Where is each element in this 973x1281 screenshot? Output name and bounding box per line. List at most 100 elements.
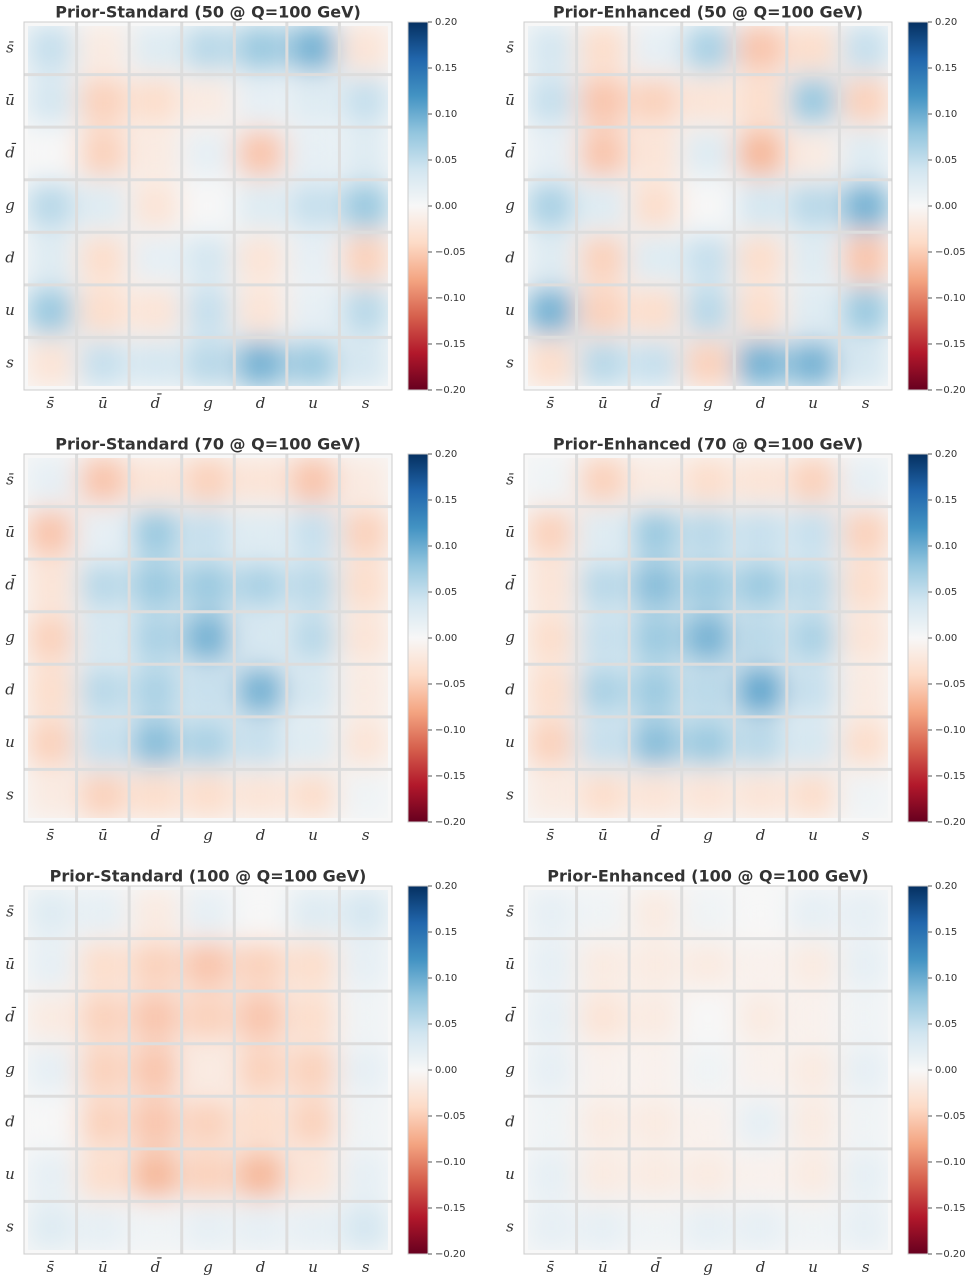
heatmap-cell: [843, 288, 888, 334]
heatmap-cell: [843, 458, 888, 503]
y-tick-label: d̄: [5, 1007, 16, 1025]
x-tick-label: d: [756, 826, 766, 844]
x-tick-label: g: [203, 826, 213, 844]
heatmap-cell: [28, 341, 73, 386]
heatmap-cell: [80, 773, 126, 818]
heatmap-cell: [580, 890, 626, 935]
colorbar-tick-label: −0.10: [935, 725, 966, 736]
heatmap-cell: [28, 131, 73, 176]
heatmap-cell: [290, 78, 336, 124]
y-tick-label: s̄: [506, 902, 514, 920]
heatmap-cell: [80, 1100, 126, 1145]
heatmap-cell: [80, 288, 126, 334]
colorbar-tick-label: 0.15: [435, 63, 457, 74]
colorbar-tick-label: −0.05: [435, 679, 466, 690]
heatmap-cell: [528, 563, 573, 608]
cells: [528, 458, 888, 818]
x-tick-label: s̄: [546, 1258, 554, 1276]
x-tick-label: s̄: [46, 826, 54, 844]
heatmap-cell: [790, 668, 836, 713]
panel: Prior-Enhanced (50 @ Q=100 GeV) s̄ s̄ ū ū d̄ d…: [505, 3, 965, 413]
heatmap-cell: [238, 458, 283, 503]
heatmap-cell: [843, 1047, 888, 1093]
y-tick-label: u: [505, 301, 515, 319]
x-tick-label: g: [203, 1258, 213, 1276]
heatmap-cell: [528, 1047, 573, 1093]
heatmap-cell: [580, 510, 626, 556]
heatmap-cell: [528, 720, 573, 766]
heatmap-cell: [790, 942, 836, 988]
y-tick-label: d̄: [505, 575, 516, 593]
heatmap-cell: [738, 773, 783, 818]
heatmap-cell: [685, 1047, 731, 1093]
x-tick-label: d: [256, 394, 266, 412]
cells: [528, 890, 888, 1250]
y-tick-label: s̄: [506, 38, 514, 56]
colorbar-tick-label: −0.10: [935, 1157, 966, 1168]
colorbar-tick-label: −0.10: [435, 1157, 466, 1168]
heatmap-cell: [133, 615, 178, 661]
heatmap-cell: [290, 890, 336, 935]
heatmap-cell: [343, 341, 388, 386]
heatmap-cell: [343, 1205, 388, 1250]
heatmap-cell: [185, 1152, 231, 1198]
heatmap-cell: [80, 720, 126, 766]
heatmap-cell: [343, 773, 388, 818]
heatmap-cell: [80, 890, 126, 935]
colorbar-tick-label: −0.15: [935, 1203, 966, 1214]
colorbar-tick-label: 0.10: [935, 973, 957, 984]
heatmap-cell: [738, 942, 783, 988]
heatmap-cell: [580, 1152, 626, 1198]
colorbar-tick-label: 0.10: [435, 973, 457, 984]
heatmap-cell: [580, 341, 626, 386]
panel: Prior-Enhanced (100 @ Q=100 GeV) s̄ s̄ ū ū d̄…: [505, 867, 965, 1277]
heatmap-cell: [685, 131, 731, 176]
x-tick-label: d: [256, 1258, 266, 1276]
heatmap-cell: [28, 26, 73, 71]
heatmap-cell: [843, 1205, 888, 1250]
heatmap-cell: [28, 615, 73, 661]
heatmap-cell: [185, 995, 231, 1040]
heatmap-cell: [790, 995, 836, 1040]
x-tick-label: d̄: [651, 394, 662, 412]
colorbar-tick-label: 0.15: [935, 927, 957, 938]
heatmap-cell: [185, 183, 231, 229]
heatmap-cell: [790, 341, 836, 386]
y-tick-label: s̄: [6, 902, 14, 920]
heatmap-cell: [580, 720, 626, 766]
heatmap-cell: [290, 183, 336, 229]
heatmap-cell: [28, 563, 73, 608]
y-tick-label: s: [506, 1218, 514, 1236]
y-tick-label: s̄: [6, 38, 14, 56]
heatmap-cell: [290, 1100, 336, 1145]
heatmap: [524, 22, 892, 390]
heatmap-cell: [685, 341, 731, 386]
heatmap-cell: [738, 26, 783, 71]
heatmap-cell: [80, 1205, 126, 1250]
heatmap-cell: [343, 995, 388, 1040]
colorbar-tick-label: −0.10: [435, 725, 466, 736]
y-tick-label: ū: [5, 91, 15, 109]
panel: Prior-Standard (50 @ Q=100 GeV) s̄ s̄ ū ū d̄ d…: [5, 3, 465, 413]
y-tick-label: d: [5, 681, 15, 699]
heatmap-cell: [685, 510, 731, 556]
heatmap-cell: [343, 78, 388, 124]
panel: Prior-Standard (100 @ Q=100 GeV) s̄ s̄ ū ū d̄…: [5, 867, 465, 1277]
colorbar-tick-label: 0.05: [935, 587, 957, 598]
heatmap-cell: [185, 942, 231, 988]
colorbar-tick-label: 0.05: [435, 587, 457, 598]
heatmap-cell: [738, 458, 783, 503]
heatmap-cell: [80, 131, 126, 176]
heatmap-cell: [685, 773, 731, 818]
heatmap-cell: [685, 563, 731, 608]
colorbar: [907, 885, 929, 1255]
heatmap-cell: [290, 1152, 336, 1198]
heatmap-cell: [185, 720, 231, 766]
y-tick-label: d̄: [5, 143, 16, 161]
heatmap-cell: [185, 773, 231, 818]
plot-border: [523, 21, 893, 391]
colorbar-tick-label: −0.20: [435, 817, 466, 828]
heatmap-cell: [28, 1205, 73, 1250]
heatmap-cell: [738, 236, 783, 281]
heatmap-cell: [290, 288, 336, 334]
